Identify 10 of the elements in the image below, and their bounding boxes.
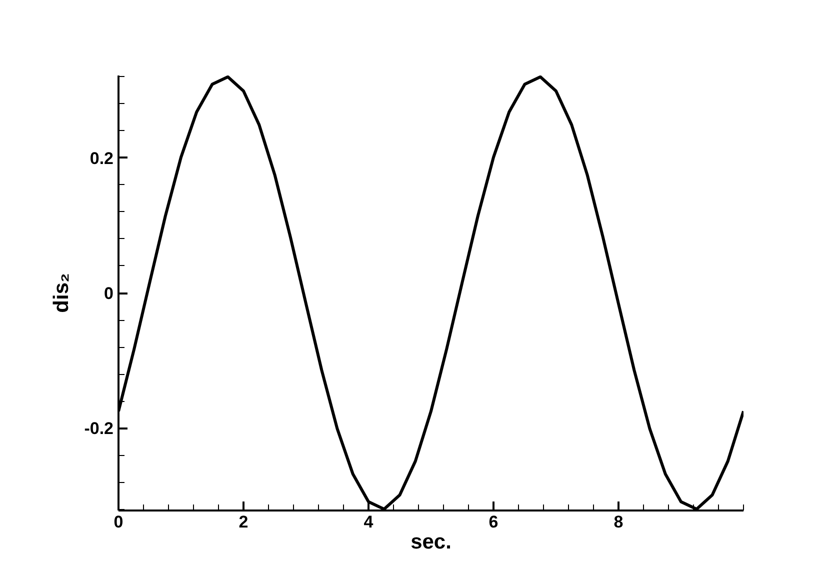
x-tick-label: 2 [238, 512, 248, 532]
y-tick-label: 0.2 [90, 148, 114, 168]
y-tick-label: -0.2 [84, 419, 114, 438]
y-axis-title: dis₂ [50, 273, 74, 313]
x-tick-label: 6 [488, 512, 498, 532]
x-tick-label: 4 [364, 512, 374, 532]
y-tick-label: 0 [104, 284, 114, 303]
x-tick-label: 8 [614, 512, 624, 532]
line-series [118, 76, 744, 510]
x-axis-title: sec. [410, 530, 452, 554]
